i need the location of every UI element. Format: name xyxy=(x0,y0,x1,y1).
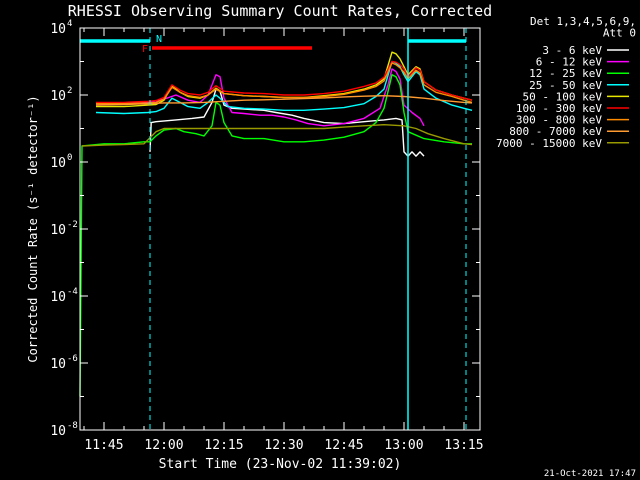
legend-label-8: 800 - 7000 keV xyxy=(509,125,602,138)
x-tick-label-4: 12:30 xyxy=(264,438,303,453)
y-tick-exponent-6: 2 xyxy=(67,86,72,96)
legend-header-2: Att 0 xyxy=(603,27,636,40)
legend-label-1: 3 - 6 keV xyxy=(542,44,602,57)
y-tick-exponent-2: -6 xyxy=(67,354,78,364)
flags-group: NF xyxy=(80,28,467,430)
y-tick-exponent-7: 4 xyxy=(67,19,72,29)
y-tick-exponent-3: -4 xyxy=(67,287,78,297)
legend-label-5: 50 - 100 keV xyxy=(523,90,603,103)
x-tick-label-1: 11:45 xyxy=(84,438,123,453)
flag-label-3: F xyxy=(142,44,148,55)
series-line-5 xyxy=(96,51,473,108)
series-line-3 xyxy=(79,74,472,397)
y-tick-label-2: 10 xyxy=(50,357,66,372)
series-line-8 xyxy=(95,94,473,106)
footer-timestamp: 21-Oct-2021 17:47 xyxy=(544,469,636,479)
flag-label-1: N xyxy=(156,34,162,45)
x-tick-label-2: 12:00 xyxy=(144,438,183,453)
y-tick-exponent-4: -2 xyxy=(67,220,78,230)
series-line-1 xyxy=(149,88,425,157)
x-tick-label-7: 13:15 xyxy=(444,438,483,453)
y-tick-label-1: 10 xyxy=(50,424,66,439)
y-tick-label-7: 10 xyxy=(50,22,66,37)
legend-label-9: 7000 - 15000 keV xyxy=(496,137,602,150)
x-tick-label-5: 12:45 xyxy=(324,438,363,453)
y-tick-label-4: 10 xyxy=(50,223,66,238)
series-line-9 xyxy=(81,123,473,147)
legend-label-2: 6 - 12 keV xyxy=(536,56,603,69)
y-tick-exponent-5: 0 xyxy=(67,153,72,163)
plot-series-group xyxy=(79,51,473,397)
y-tick-label-3: 10 xyxy=(50,290,66,305)
chart-title: RHESSI Observing Summary Count Rates, Co… xyxy=(68,2,492,20)
series-line-2 xyxy=(95,68,425,127)
x-axis-label: Start Time (23-Nov-02 11:39:02) xyxy=(159,457,402,472)
series-line-6 xyxy=(96,60,473,104)
y-tick-label-6: 10 xyxy=(50,89,66,104)
y-tick-exponent-1: -8 xyxy=(67,421,78,431)
series-line-7 xyxy=(96,62,473,105)
x-tick-label-3: 12:15 xyxy=(204,438,243,453)
legend-header-1: Det 1,3,4,5,6,9, xyxy=(530,15,636,28)
series-line-4 xyxy=(95,60,473,115)
legend-label-3: 12 - 25 keV xyxy=(529,67,602,80)
y-tick-label-5: 10 xyxy=(50,156,66,171)
legend-label-7: 300 - 800 keV xyxy=(516,114,602,127)
legend-label-4: 25 - 50 keV xyxy=(529,79,602,92)
legend-label-6: 100 - 300 keV xyxy=(516,102,602,115)
x-tick-label-6: 13:00 xyxy=(384,438,423,453)
y-axis-label: Corrected Count Rate (s⁻¹ detector⁻¹) xyxy=(26,95,40,362)
